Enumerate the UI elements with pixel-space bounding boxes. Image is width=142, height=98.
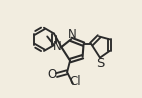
Text: Cl: Cl <box>69 75 81 88</box>
Text: N: N <box>53 40 61 53</box>
Text: N: N <box>68 29 76 41</box>
Text: O: O <box>48 68 57 81</box>
Text: S: S <box>96 57 104 69</box>
